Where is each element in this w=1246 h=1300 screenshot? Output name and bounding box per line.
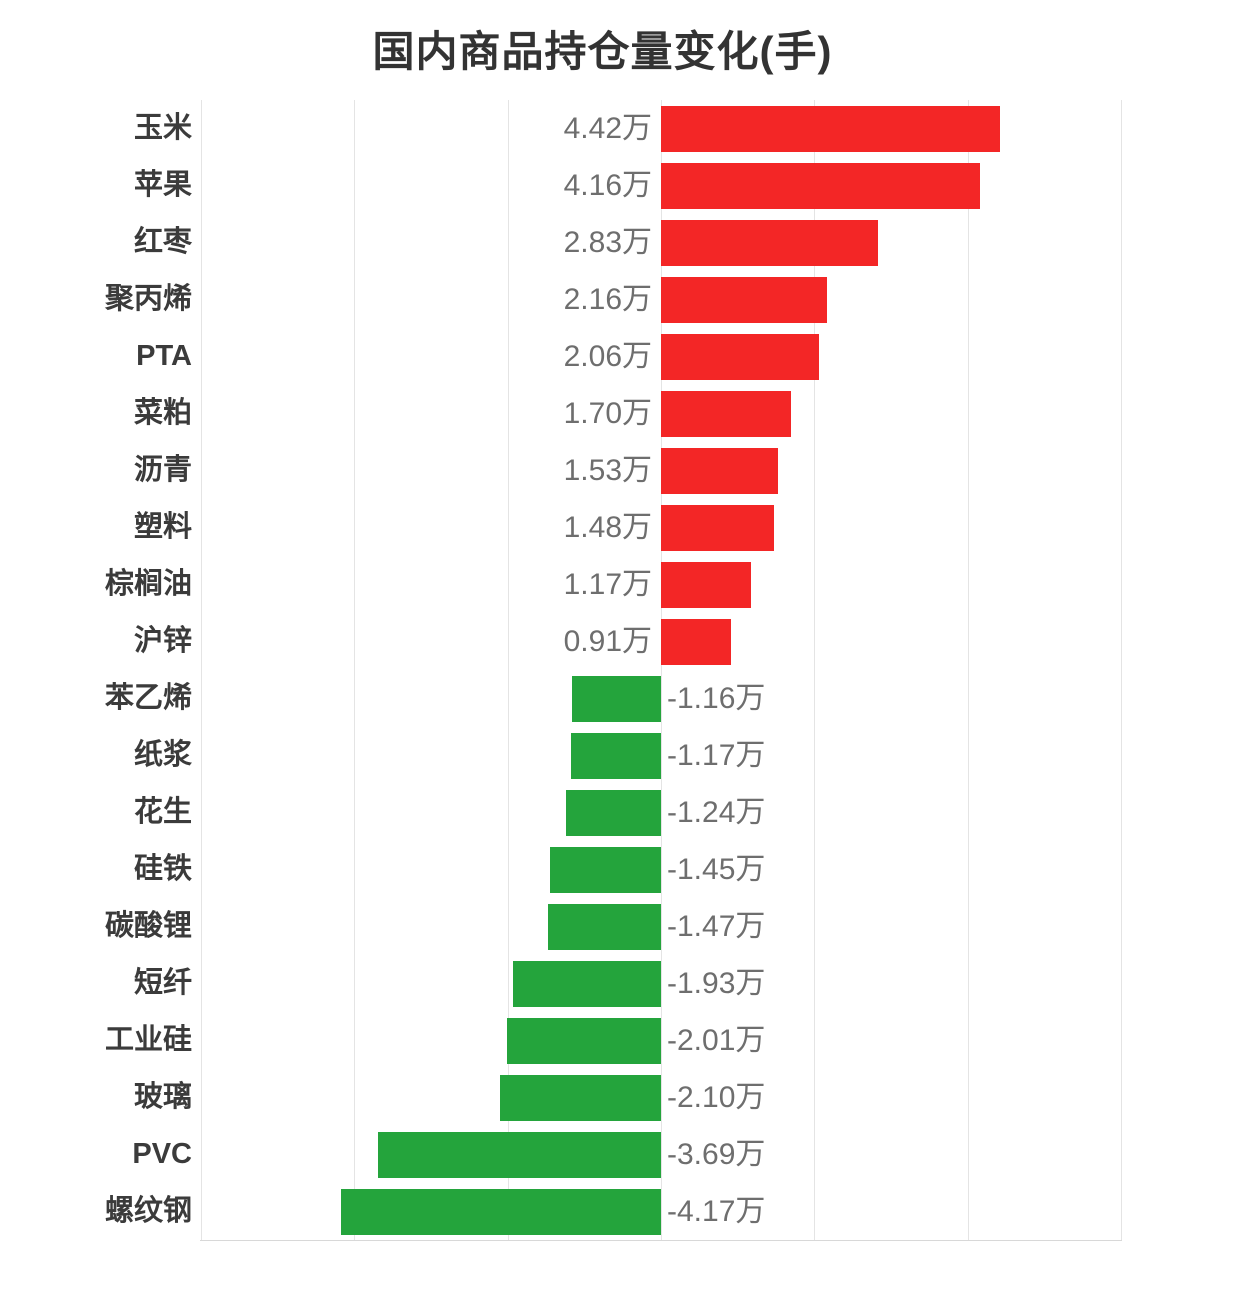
category-label: 菜粕: [133, 397, 192, 429]
value-label: -4.17万: [667, 1195, 766, 1228]
negative-bar: [341, 1188, 661, 1235]
chart-title: 国内商品持仓量变化(手): [372, 28, 833, 75]
category-label: 短纤: [133, 967, 192, 999]
positive-bar: [661, 333, 819, 380]
negative-bar: [571, 732, 661, 779]
positive-bar: [661, 618, 731, 665]
negative-bar: [378, 1131, 661, 1178]
vertical-gridline: [661, 100, 662, 1240]
value-label: -1.45万: [667, 853, 766, 886]
negative-bar: [513, 960, 661, 1007]
x-axis-line: [200, 1240, 1122, 1241]
category-label: 沪锌: [133, 625, 192, 657]
category-label: PVC: [132, 1138, 192, 1170]
positive-bar: [661, 504, 775, 551]
positive-bar: [661, 219, 878, 266]
value-label: 1.53万: [563, 454, 652, 487]
value-label: 0.91万: [563, 625, 652, 658]
value-label: 2.83万: [563, 226, 652, 259]
category-label: 花生: [133, 796, 192, 828]
value-label: 4.42万: [563, 112, 652, 145]
value-label: -1.16万: [667, 682, 766, 715]
value-label: -2.10万: [667, 1081, 766, 1114]
positive-bar: [661, 561, 751, 608]
category-label: 纸浆: [133, 739, 192, 771]
vertical-gridline: [507, 100, 509, 1240]
category-label: 苯乙烯: [104, 682, 192, 714]
value-label: -1.93万: [667, 967, 766, 1000]
value-label: 2.16万: [563, 283, 652, 316]
category-label: 塑料: [133, 511, 192, 543]
positive-bar: [661, 447, 779, 494]
category-label: 玉米: [133, 112, 192, 144]
category-label: 沥青: [133, 454, 192, 486]
value-label: -2.01万: [667, 1024, 766, 1057]
value-label: 1.48万: [563, 511, 652, 544]
value-label: 4.16万: [563, 169, 652, 202]
value-label: 1.17万: [563, 568, 652, 601]
category-label: 工业硅: [104, 1024, 192, 1056]
negative-bar: [506, 1017, 661, 1064]
plot-area: [200, 100, 1122, 1241]
value-label: -3.69万: [667, 1138, 766, 1171]
category-label: 螺纹钢: [104, 1195, 192, 1227]
vertical-gridline: [814, 100, 816, 1240]
category-label: 苹果: [133, 169, 192, 201]
vertical-gridline: [354, 100, 356, 1240]
value-label: -1.47万: [667, 910, 766, 943]
negative-bar: [548, 903, 661, 950]
positive-bar: [661, 105, 1000, 152]
vertical-gridline: [1121, 100, 1122, 1240]
category-label: 聚丙烯: [104, 283, 192, 315]
negative-bar: [500, 1074, 661, 1121]
category-label: 玻璃: [133, 1081, 192, 1113]
category-label: 碳酸锂: [104, 910, 192, 942]
vertical-gridline: [201, 100, 202, 1240]
negative-bar: [549, 846, 661, 893]
vertical-gridline: [967, 100, 969, 1240]
value-label: 2.06万: [563, 340, 652, 373]
value-label: 1.70万: [563, 397, 652, 430]
category-label: PTA: [136, 340, 192, 372]
positive-bar: [661, 390, 792, 437]
value-label: -1.17万: [667, 739, 766, 772]
category-label: 棕榈油: [104, 568, 192, 600]
negative-bar: [565, 789, 661, 836]
positive-bar: [661, 162, 980, 209]
value-label: -1.24万: [667, 796, 766, 829]
positive-bar: [661, 276, 827, 323]
negative-bar: [572, 675, 661, 722]
category-label: 红枣: [133, 226, 192, 258]
category-label: 硅铁: [133, 853, 192, 885]
